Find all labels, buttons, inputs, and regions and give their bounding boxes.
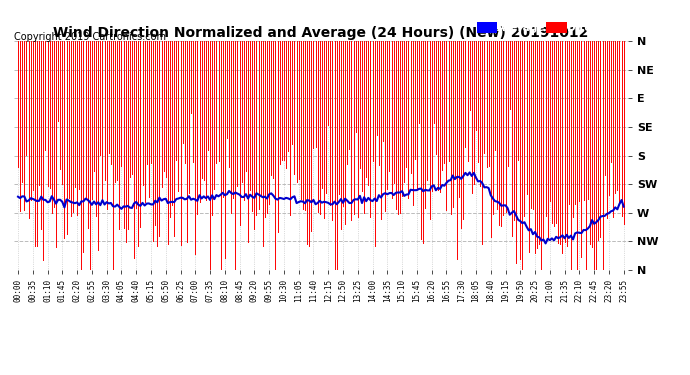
Title: Wind Direction Normalized and Average (24 Hours) (New) 20191012: Wind Direction Normalized and Average (2… <box>53 26 589 40</box>
Legend: Average, Direction: Average, Direction <box>475 20 622 35</box>
Text: Copyright 2019 Cartronics.com: Copyright 2019 Cartronics.com <box>14 32 166 42</box>
